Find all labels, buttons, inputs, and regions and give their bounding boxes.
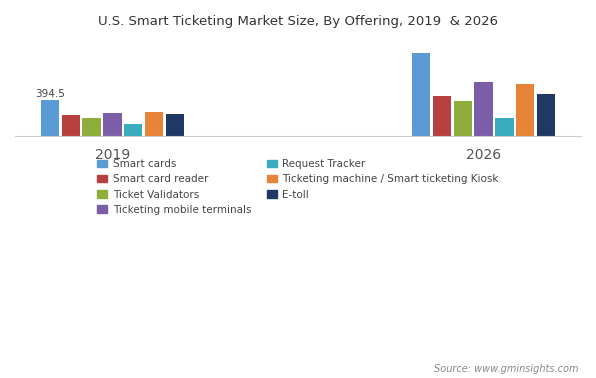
Bar bbox=[41, 100, 59, 136]
Text: Source: www.gminsights.com: Source: www.gminsights.com bbox=[434, 364, 578, 374]
Title: U.S. Smart Ticketing Market Size, By Offering, 2019  & 2026: U.S. Smart Ticketing Market Size, By Off… bbox=[98, 15, 498, 28]
Text: 394.5: 394.5 bbox=[35, 88, 65, 99]
Bar bbox=[412, 53, 430, 136]
Bar bbox=[145, 112, 163, 136]
Bar bbox=[82, 118, 101, 136]
Bar bbox=[474, 82, 493, 136]
Bar bbox=[454, 101, 472, 136]
Bar bbox=[495, 118, 514, 136]
Bar bbox=[166, 114, 184, 136]
Bar bbox=[61, 115, 80, 136]
Bar bbox=[124, 124, 142, 136]
Bar bbox=[103, 113, 122, 136]
Bar bbox=[516, 84, 535, 136]
Bar bbox=[433, 96, 451, 136]
Bar bbox=[537, 94, 555, 136]
Legend: Smart cards, Smart card reader, Ticket Validators, Ticketing mobile terminals, R: Smart cards, Smart card reader, Ticket V… bbox=[97, 159, 499, 215]
